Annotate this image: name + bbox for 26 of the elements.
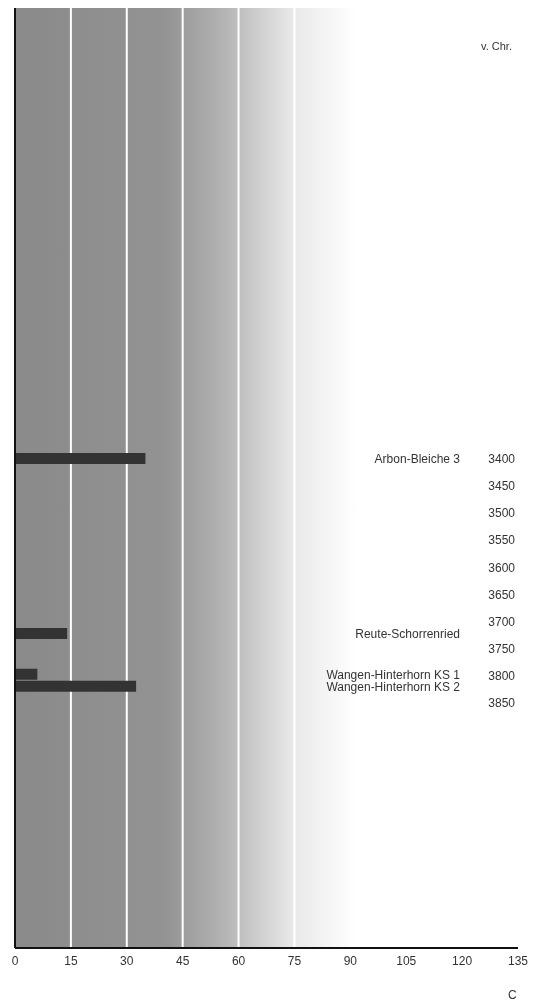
x-tick-label: 135	[507, 953, 529, 968]
y-tick-label: 3450	[488, 479, 516, 494]
x-tick-label: 75	[287, 953, 302, 968]
x-axis-title: C	[508, 988, 517, 1002]
x-tick-label: 0	[11, 953, 19, 968]
y-axis-title: v. Chr.	[481, 40, 512, 52]
annotation: Arbon-Bleiche 3	[374, 450, 460, 467]
y-tick-label: 3800	[488, 669, 516, 684]
y-tick-label: 3500	[488, 506, 516, 521]
x-tick-label: 120	[452, 953, 473, 968]
y-tick-label: 3400	[488, 451, 516, 466]
x-tick-label: 105	[396, 953, 417, 968]
bar	[15, 453, 146, 465]
x-tick-label: 60	[231, 953, 246, 968]
y-tick-label: 3650	[488, 587, 516, 602]
bar	[15, 627, 68, 639]
x-tick-label: 30	[120, 953, 134, 968]
y-tick-label: 3750	[488, 642, 516, 657]
y-tick-label: 3850	[488, 696, 516, 711]
y-tick-label: 3550	[488, 533, 516, 548]
x-tick-label: 15	[64, 953, 78, 968]
y-tick-label: 3700	[488, 614, 516, 629]
x-tick-label: 90	[343, 953, 358, 968]
x-tick-label: 45	[175, 953, 190, 968]
annotation: Reute-Schorrenried	[355, 625, 460, 642]
y-tick-label: 3600	[488, 560, 516, 575]
